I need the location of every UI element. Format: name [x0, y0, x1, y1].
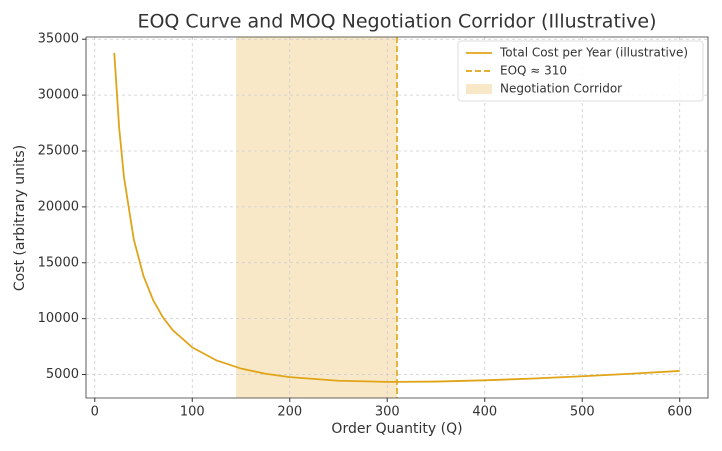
y-tick-label: 10000	[38, 311, 79, 326]
y-axis-label: Cost (arbitrary units)	[12, 145, 28, 291]
x-tick-label: 300	[375, 405, 400, 420]
y-tick-label: 20000	[38, 199, 79, 214]
series-line	[113, 52, 680, 383]
corridor	[236, 37, 397, 398]
y-tick-label: 25000	[38, 144, 79, 159]
y-tick-label: 35000	[38, 32, 79, 47]
chart-title: EOQ Curve and MOQ Negotiation Corridor (…	[137, 11, 656, 33]
x-tick-label: 500	[570, 405, 595, 420]
y-tick-label: 30000	[38, 88, 79, 103]
x-tick-label: 0	[91, 405, 99, 420]
y-tick-label: 5000	[46, 367, 79, 382]
x-tick-label: 200	[277, 405, 302, 420]
axes-frame	[85, 36, 709, 399]
legend-box	[457, 40, 704, 102]
y-tick-label: 15000	[38, 255, 79, 270]
x-tick-label: 400	[472, 405, 497, 420]
legend-label: Negotiation Corridor	[500, 82, 622, 96]
x-tick-label: 600	[667, 405, 692, 420]
legend-label: Total Cost per Year (illustrative)	[499, 46, 688, 60]
legend-label: EOQ ≈ 310	[500, 64, 567, 78]
x-axis-label: Order Quantity (Q)	[331, 421, 462, 437]
x-tick-label: 100	[180, 405, 205, 420]
legend-swatch	[466, 84, 492, 94]
